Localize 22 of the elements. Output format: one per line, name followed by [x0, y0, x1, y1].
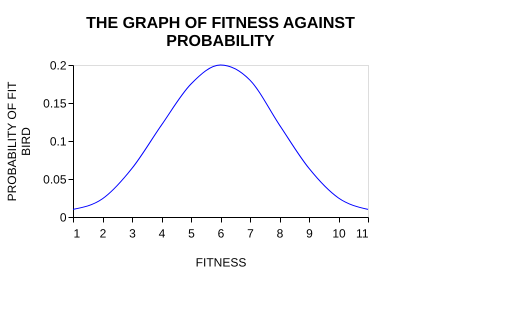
- x-tick-label: 10: [332, 226, 346, 240]
- x-tick-label: 11: [356, 226, 369, 240]
- x-tick-label: 8: [276, 226, 284, 240]
- x-axis-title: FITNESS: [196, 256, 246, 270]
- y-tick-label: 0.2: [50, 58, 67, 72]
- x-tick-label: 1: [74, 226, 80, 240]
- text: BIRD: [19, 127, 34, 156]
- text: PROBABILITY: [166, 33, 275, 50]
- y-tick-label: 0: [60, 210, 67, 224]
- x-tick-label: 2: [100, 226, 107, 240]
- text: THE GRAPH OF FITNESS AGAINST: [86, 15, 355, 32]
- x-tick-label: 4: [158, 226, 166, 240]
- x-tick-label: 3: [129, 226, 136, 240]
- text: PROBABILITY OF FIT: [5, 82, 20, 202]
- line-series: [72, 64, 368, 210]
- y-tick-label: 0.1: [50, 134, 67, 148]
- x-tick-label: 5: [188, 226, 196, 240]
- x-tick-label: 7: [247, 226, 254, 240]
- y-tick-label: 0.15: [43, 96, 67, 110]
- y-tick-label: 0.05: [43, 172, 67, 186]
- x-tick-label: 9: [306, 226, 314, 240]
- x-tick-label: 6: [218, 226, 225, 240]
